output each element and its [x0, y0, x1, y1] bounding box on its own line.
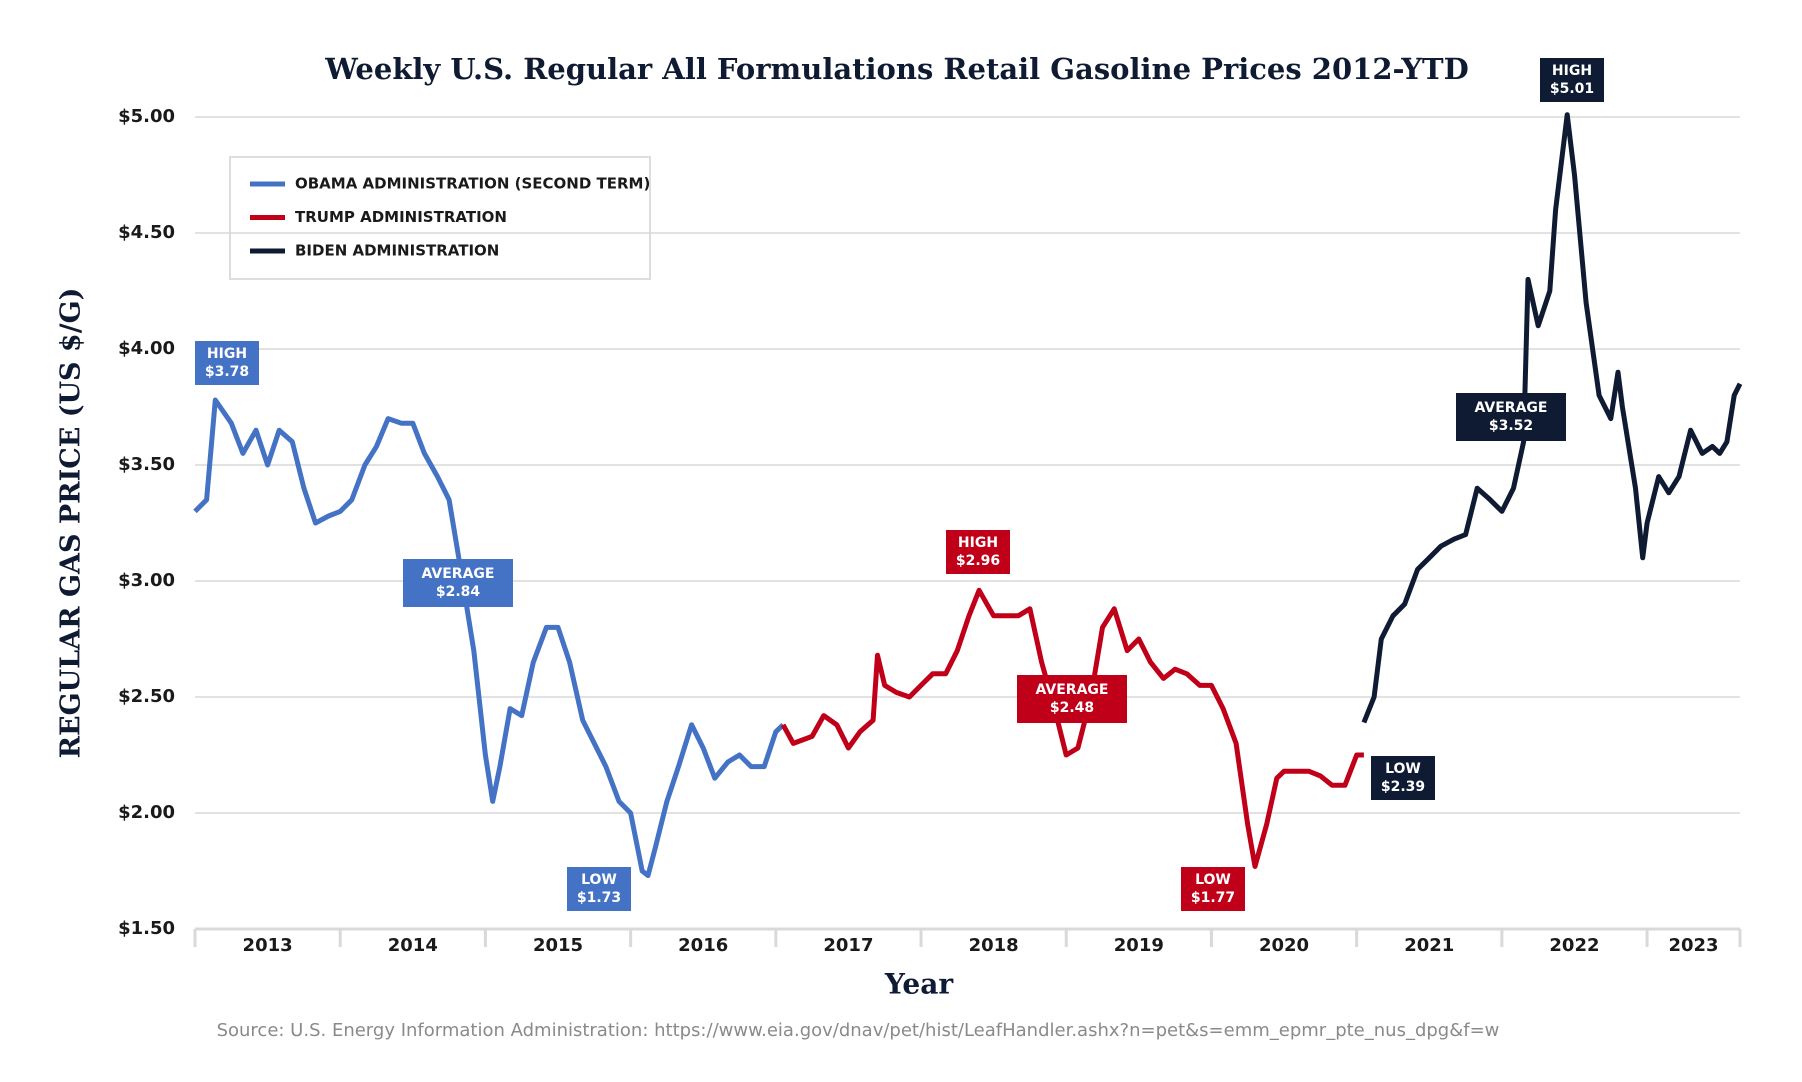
- y-tick-label: $3.00: [118, 570, 175, 591]
- annotation-label: LOW: [581, 872, 617, 888]
- annotation-box: [403, 559, 513, 607]
- x-tick-label: 2017: [823, 935, 873, 956]
- y-tick-label: $4.00: [118, 338, 175, 359]
- annotation-value: $2.84: [436, 584, 481, 600]
- annotation-label: AVERAGE: [422, 566, 495, 582]
- legend-label: TRUMP ADMINISTRATION: [295, 208, 507, 226]
- annotation-label: HIGH: [207, 346, 247, 362]
- x-tick-label: 2021: [1404, 935, 1454, 956]
- annotation-label: HIGH: [958, 535, 998, 551]
- annotation-label: LOW: [1385, 761, 1421, 777]
- legend-label: OBAMA ADMINISTRATION (SECOND TERM): [295, 175, 650, 193]
- y-tick-label: $4.50: [118, 222, 175, 243]
- annotation-value: $2.39: [1381, 779, 1425, 795]
- y-axis-label: REGULAR GAS PRICE (US $/G): [56, 288, 87, 759]
- annotation-value: $3.78: [205, 364, 249, 380]
- y-tick-label: $1.50: [118, 918, 175, 939]
- annotation-value: $5.01: [1550, 81, 1594, 97]
- annotation-value: $1.77: [1191, 890, 1235, 906]
- annotation-box: [1181, 867, 1245, 911]
- x-tick-label: 2016: [678, 935, 728, 956]
- y-tick-label: $2.50: [118, 686, 175, 707]
- x-axis-label: Year: [884, 968, 955, 1001]
- y-tick-label: $2.00: [118, 802, 175, 823]
- annotation-label: AVERAGE: [1475, 400, 1548, 416]
- annotation-value: $2.96: [956, 553, 1000, 569]
- annotation-box: [1371, 756, 1435, 800]
- x-tick-label: 2015: [533, 935, 583, 956]
- annotation-value: $3.52: [1489, 418, 1533, 434]
- legend-box: [229, 156, 651, 280]
- x-tick-label: 2018: [969, 935, 1019, 956]
- annotation-value: $1.73: [577, 890, 621, 906]
- x-tick-label: 2022: [1549, 935, 1599, 956]
- x-tick-label: 2013: [243, 935, 293, 956]
- annotation-label: AVERAGE: [1036, 682, 1109, 698]
- source-note: Source: U.S. Energy Information Administ…: [217, 1020, 1500, 1041]
- x-tick-label: 2020: [1259, 935, 1309, 956]
- annotation-box: [1456, 393, 1566, 441]
- x-tick-label: 2014: [388, 935, 438, 956]
- x-tick-label: 2019: [1114, 935, 1164, 956]
- x-tick-label: 2023: [1668, 935, 1718, 956]
- price-line: [193, 397, 785, 879]
- price-line: [780, 587, 1364, 869]
- annotation-box: [567, 867, 631, 911]
- annotation-label: LOW: [1195, 872, 1231, 888]
- chart-title: Weekly U.S. Regular All Formulations Ret…: [324, 52, 1469, 86]
- y-tick-label: $5.00: [118, 106, 175, 127]
- annotation-value: $2.48: [1050, 700, 1094, 716]
- annotation-box: [946, 530, 1010, 574]
- annotation-label: HIGH: [1552, 63, 1592, 79]
- annotation-box: [1017, 675, 1127, 723]
- y-tick-label: $3.50: [118, 454, 175, 475]
- price-line: [1361, 112, 1743, 724]
- annotation-box: [1540, 58, 1604, 102]
- legend-label: BIDEN ADMINISTRATION: [295, 242, 499, 260]
- annotation-box: [195, 341, 259, 385]
